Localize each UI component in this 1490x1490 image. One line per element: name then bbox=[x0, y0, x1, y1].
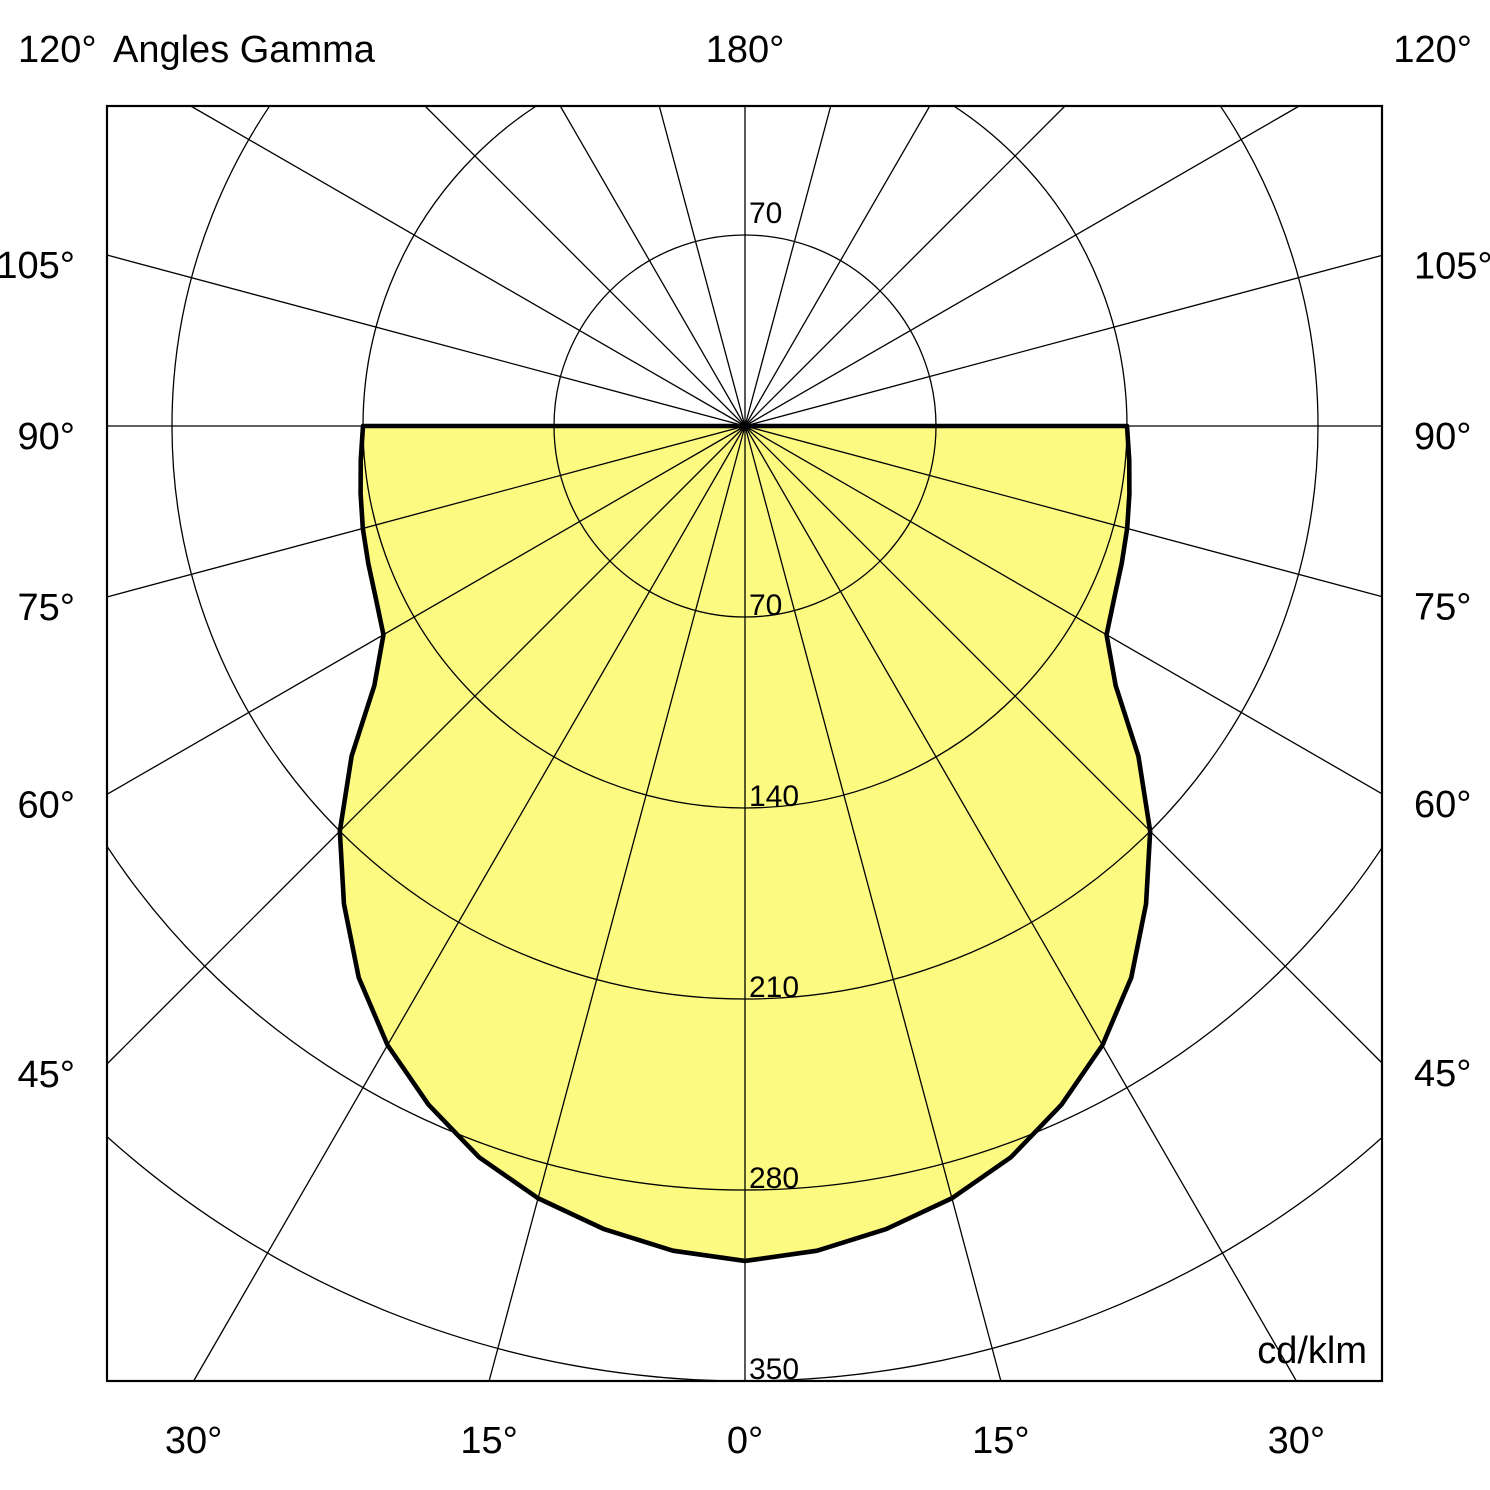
svg-text:120°: 120° bbox=[1393, 29, 1472, 71]
svg-text:30°: 30° bbox=[165, 1420, 222, 1462]
svg-text:75°: 75° bbox=[18, 587, 75, 629]
svg-text:70: 70 bbox=[749, 589, 782, 622]
svg-text:45°: 45° bbox=[1414, 1053, 1471, 1095]
svg-text:0°: 0° bbox=[727, 1420, 763, 1462]
svg-text:cd/klm: cd/klm bbox=[1257, 1330, 1367, 1372]
svg-text:90°: 90° bbox=[18, 416, 75, 458]
svg-text:60°: 60° bbox=[18, 784, 75, 826]
svg-text:15°: 15° bbox=[460, 1420, 517, 1462]
svg-text:90°: 90° bbox=[1414, 416, 1471, 458]
svg-text:60°: 60° bbox=[1414, 784, 1471, 826]
svg-text:140: 140 bbox=[749, 780, 799, 813]
svg-text:350: 350 bbox=[749, 1353, 799, 1386]
svg-text:Angles Gamma: Angles Gamma bbox=[113, 29, 376, 71]
svg-text:210: 210 bbox=[749, 971, 799, 1004]
svg-text:105°: 105° bbox=[1414, 245, 1490, 287]
svg-text:70: 70 bbox=[749, 197, 782, 230]
svg-text:280: 280 bbox=[749, 1162, 799, 1195]
svg-text:30°: 30° bbox=[1268, 1420, 1325, 1462]
svg-text:75°: 75° bbox=[1414, 587, 1471, 629]
svg-text:45°: 45° bbox=[18, 1054, 75, 1096]
svg-text:105°: 105° bbox=[0, 245, 75, 287]
svg-text:120°: 120° bbox=[18, 29, 97, 71]
svg-text:180°: 180° bbox=[706, 29, 785, 71]
svg-text:15°: 15° bbox=[972, 1420, 1029, 1462]
